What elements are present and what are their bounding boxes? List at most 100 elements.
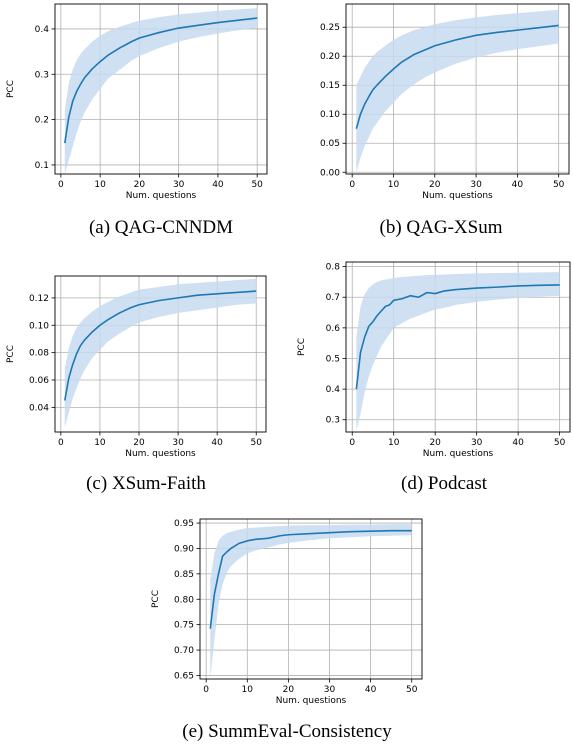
caption-podcast: (d) Podcast	[400, 473, 488, 494]
mean-line	[355, 284, 560, 390]
y-tick-label: 0.70	[174, 646, 194, 656]
x-tick-label: 50	[251, 438, 263, 448]
caption-qag-xsum: (b) QAG-XSum	[379, 217, 503, 238]
caption-qag-cnndm: (a) QAG-CNNDM	[88, 217, 234, 238]
mean-line	[355, 24, 559, 129]
mean-line	[64, 17, 258, 144]
x-tick-label: 40	[211, 438, 223, 448]
plot-area: 0 10 20 30 40 50 0.1 0.2 0.3 0.4 Num. questions PCC	[6, 3, 268, 201]
chart-panel-summeval-consistency: 0 10 20 30 40 50 0.65 0.70 0.75 0.80 0.85 0.90 0.95 N…	[140, 513, 428, 719]
x-tick-label: 30	[172, 438, 184, 448]
y-tick-label: 0.95	[174, 519, 194, 529]
y-tick-label: 0.12	[29, 294, 49, 304]
x-tick-label: 0	[349, 180, 355, 190]
x-axis-label: Num. questions	[125, 449, 196, 459]
x-tick-label: 40	[365, 685, 377, 695]
y-tick-label: 0.75	[174, 621, 194, 631]
y-axis-label: PCC	[151, 590, 161, 608]
x-tick-label: 20	[429, 438, 441, 448]
chart-panel-qag-cnndm: 0 10 20 30 40 50 0.1 0.2 0.3 0.4 Num. questions PCC	[0, 0, 273, 214]
y-tick-label: 0.6	[326, 324, 341, 334]
chart-panel-qag-xsum: 0 10 20 30 40 50 0.00 0.05 0.10 0.15 0.20 0.25 Num. …	[286, 0, 573, 214]
y-tick-label: 0.06	[29, 376, 49, 386]
x-axis-label: Num. questions	[276, 696, 347, 706]
chart-svg: 0 10 20 30 40 50 0.1 0.2 0.3 0.4 Num. questions PCC	[6, 3, 268, 201]
y-tick-label: 0.3	[35, 70, 49, 80]
chart-svg: 0 10 20 30 40 50 0.65 0.70 0.75 0.80 0.85 0.90 0.95 N…	[151, 518, 423, 706]
chart-panel-podcast: 0 10 20 30 40 50 0.3 0.4 0.5 0.6 0.7 0.8 Num. questi…	[286, 256, 573, 472]
axes-frame	[345, 3, 570, 175]
x-tick-label: 0	[349, 438, 355, 448]
x-tick-label: 50	[406, 685, 418, 695]
chart-svg: 0 10 20 30 40 50 0.3 0.4 0.5 0.6 0.7 0.8 Num. questi…	[297, 261, 571, 459]
y-tick-label: 0.10	[29, 321, 49, 331]
y-tick-label: 0.85	[174, 570, 194, 580]
y-tick-label: 0.20	[320, 52, 340, 62]
axes-frame	[345, 261, 571, 433]
chart-svg: 0 10 20 30 40 50 0.00 0.05 0.10 0.15 0.20 0.25 Num. …	[320, 3, 570, 201]
plot-area: 0 10 20 30 40 50 0.65 0.70 0.75 0.80 0.85 0.90 0.95 N…	[151, 518, 423, 706]
x-tick-label: 10	[94, 180, 106, 190]
y-tick-label: 0.08	[29, 349, 49, 359]
y-axis-label: PCC	[6, 80, 16, 98]
y-tick-label: 0.15	[320, 81, 340, 91]
y-tick-label: 0.5	[326, 354, 340, 364]
y-tick-label: 0.8	[326, 263, 341, 273]
y-tick-label: 0.3	[326, 416, 340, 426]
plot-area: 0 10 20 30 40 50 0.3 0.4 0.5 0.6 0.7 0.8 Num. questi…	[297, 261, 571, 459]
y-tick-label: 0.04	[29, 403, 49, 413]
y-tick-label: 0.80	[174, 595, 194, 605]
x-axis-label: Num. questions	[422, 191, 493, 201]
x-tick-label: 50	[251, 180, 263, 190]
x-tick-label: 10	[388, 438, 400, 448]
y-tick-label: 0.10	[320, 110, 340, 120]
x-tick-label: 0	[58, 180, 64, 190]
x-tick-label: 30	[470, 180, 482, 190]
plot-area: 0 10 20 30 40 50 0.00 0.05 0.10 0.15 0.20 0.25 Num. …	[320, 3, 570, 201]
y-axis-label: PCC	[6, 345, 16, 363]
x-tick-label: 20	[134, 180, 146, 190]
confidence-band	[356, 272, 560, 431]
x-tick-label: 10	[388, 180, 400, 190]
x-tick-label: 40	[212, 180, 224, 190]
y-tick-label: 0.65	[174, 671, 194, 681]
confidence-band	[210, 524, 412, 678]
caption-xsum-faith: (c) XSum-Faith	[86, 473, 206, 494]
axes-frame	[54, 3, 268, 175]
chart-svg: 0 10 20 30 40 50 0.04 0.06 0.08 0.10 0.12 Num. ques…	[6, 275, 267, 459]
y-tick-label: 0.4	[326, 385, 341, 395]
y-tick-label: 0.90	[174, 544, 194, 554]
x-tick-label: 50	[553, 180, 565, 190]
x-tick-label: 40	[512, 180, 524, 190]
axes-frame	[54, 275, 267, 433]
y-tick-label: 0.00	[320, 168, 340, 178]
mean-line	[209, 529, 412, 629]
x-tick-label: 40	[512, 438, 524, 448]
x-tick-label: 0	[58, 438, 64, 448]
x-tick-label: 10	[94, 438, 106, 448]
plot-area: 0 10 20 30 40 50 0.04 0.06 0.08 0.10 0.12 Num. ques…	[6, 275, 267, 459]
y-tick-label: 0.1	[35, 161, 49, 171]
x-axis-label: Num. questions	[126, 191, 197, 201]
x-tick-label: 0	[203, 685, 209, 695]
confidence-band	[64, 8, 258, 174]
y-tick-label: 0.25	[320, 23, 340, 33]
x-tick-label: 50	[554, 438, 566, 448]
confidence-band	[356, 9, 559, 173]
y-tick-label: 0.4	[35, 25, 50, 35]
y-axis-label: PCC	[297, 338, 307, 356]
x-tick-label: 30	[471, 438, 483, 448]
chart-panel-xsum-faith: 0 10 20 30 40 50 0.04 0.06 0.08 0.10 0.12 Num. ques…	[0, 270, 272, 472]
x-tick-label: 10	[242, 685, 254, 695]
x-axis-label: Num. questions	[423, 449, 494, 459]
x-tick-label: 20	[429, 180, 441, 190]
y-tick-label: 0.05	[320, 139, 340, 149]
x-tick-label: 30	[173, 180, 185, 190]
x-tick-label: 30	[324, 685, 336, 695]
y-tick-label: 0.2	[35, 116, 49, 126]
mean-line	[63, 290, 257, 401]
y-tick-label: 0.7	[326, 293, 340, 303]
x-tick-label: 20	[133, 438, 145, 448]
x-tick-label: 20	[283, 685, 295, 695]
caption-summeval-consistency: (e) SummEval-Consistency	[182, 721, 392, 742]
